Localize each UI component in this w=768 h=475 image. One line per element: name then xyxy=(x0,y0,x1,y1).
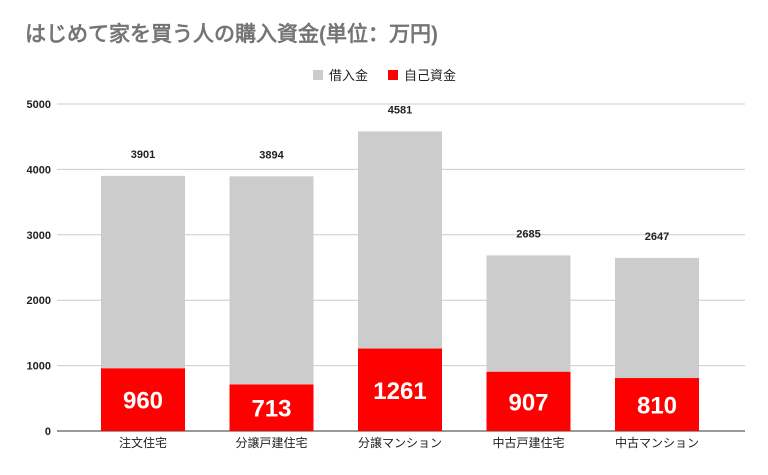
legend-swatch-own xyxy=(388,69,399,80)
y-tick-label: 5000 xyxy=(27,99,51,111)
bar-loan xyxy=(229,176,314,385)
x-tick-label: 中古マンション xyxy=(615,435,699,450)
y-tick-label: 1000 xyxy=(27,361,51,373)
bar-own-funds xyxy=(358,348,442,431)
data-label-own-funds: 810 xyxy=(637,393,677,420)
data-label-total: 3901 xyxy=(131,149,155,161)
bar-own-funds xyxy=(615,378,699,431)
data-label-total: 4581 xyxy=(388,104,412,116)
bar-own-funds xyxy=(229,384,314,431)
y-tick-label: 0 xyxy=(45,426,51,438)
bar-loan xyxy=(615,257,699,379)
x-tick-label: 注文住宅 xyxy=(119,435,167,450)
y-tick-label: 3000 xyxy=(27,230,51,242)
y-tick-label: 2000 xyxy=(27,295,51,307)
data-label-total: 3894 xyxy=(259,149,284,161)
legend-label-own: 自己資金 xyxy=(404,68,457,83)
data-label-total: 2685 xyxy=(516,228,540,240)
x-tick-label: 中古戸建住宅 xyxy=(492,435,564,450)
data-label-own-funds: 713 xyxy=(251,396,291,423)
legend-swatch-loan xyxy=(313,69,323,80)
bar-own-funds xyxy=(101,368,185,431)
data-label-own-funds: 1261 xyxy=(373,378,426,405)
bar-loan xyxy=(486,255,571,372)
bar-loan xyxy=(358,131,442,349)
data-label-total: 2647 xyxy=(645,231,669,243)
x-tick-label: 分譲マンション xyxy=(358,435,442,450)
legend-label-loan: 借入金 xyxy=(329,68,369,83)
bar-loan xyxy=(101,175,185,369)
y-tick-label: 4000 xyxy=(27,164,51,176)
data-label-own-funds: 907 xyxy=(508,389,548,416)
bar-own-funds xyxy=(486,371,571,431)
legend: 借入金 自己資金 xyxy=(313,65,456,84)
data-label-own-funds: 960 xyxy=(123,388,163,415)
chart-title: はじめて家を買う人の購入資金(単位：万円) xyxy=(25,23,438,46)
x-tick-label: 分譲戸建住宅 xyxy=(235,435,307,450)
